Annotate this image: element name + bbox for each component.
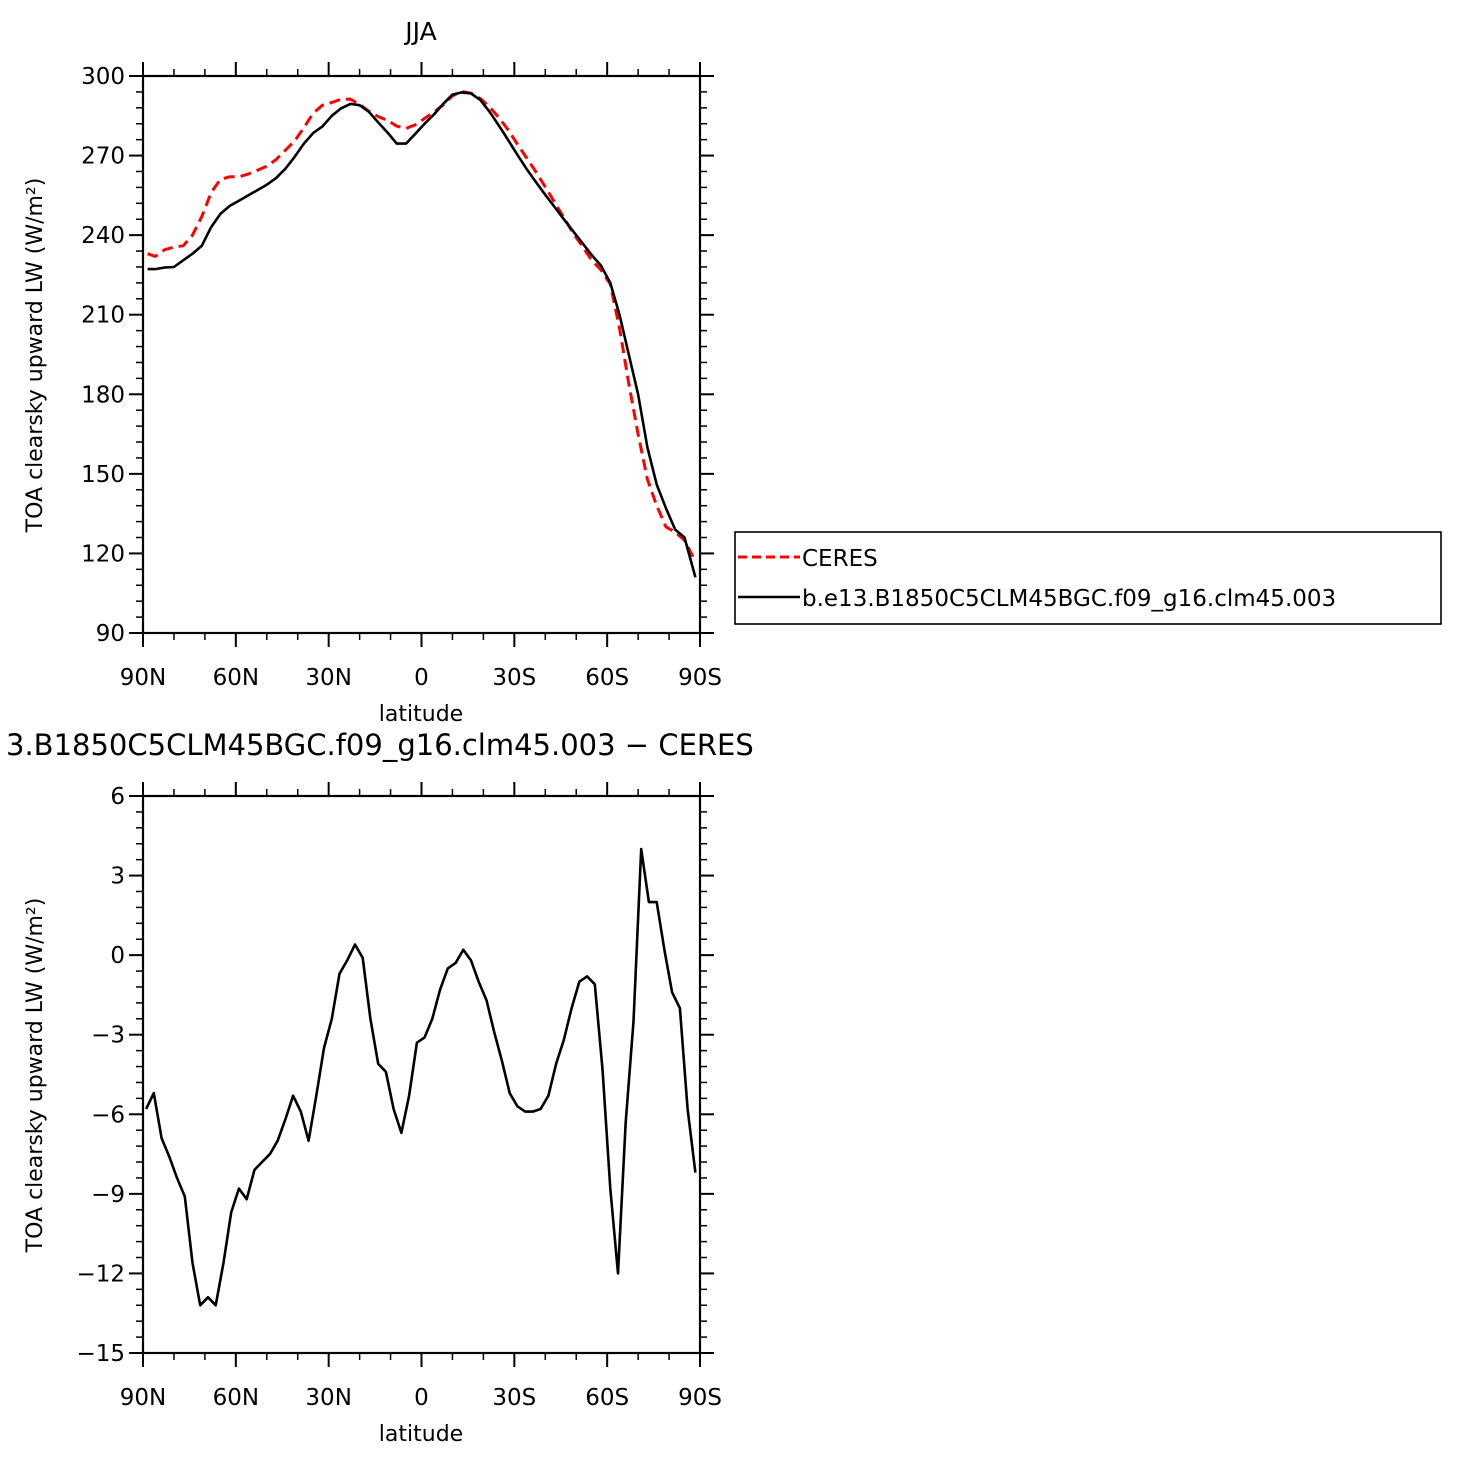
top-panel: JJA 90 120 150 180 210 240 270 300 90N 60N 30N 0 30… [23, 17, 722, 727]
x-tick-label: 90S [678, 1385, 722, 1411]
x-tick-label: 60N [213, 1385, 259, 1411]
top-plot-area [129, 62, 714, 647]
y-tick-label: −6 [91, 1102, 125, 1128]
y-tick-label: 300 [81, 64, 125, 90]
legend-label-model: b.e13.B1850C5CLM45BGC.f09_g16.clm45.003 [802, 586, 1336, 612]
y-tick-label: 90 [96, 621, 125, 647]
x-tick-label: 90N [120, 1385, 166, 1411]
legend-box [734, 531, 1442, 625]
x-tick-label: 30S [492, 665, 536, 691]
top-x-tick-labels: 90N 60N 30N 0 30S 60S 90S [120, 665, 722, 691]
bottom-panel-title: 3.B1850C5CLM45BGC.f09_g16.clm45.003 − CE… [6, 728, 754, 762]
y-tick-label: 120 [81, 541, 125, 567]
top-tick-marks [129, 62, 714, 647]
bottom-series-group [144, 847, 697, 1307]
bottom-tick-marks [129, 782, 714, 1367]
x-tick-label: 30N [305, 665, 351, 691]
x-tick-label: 30N [305, 1385, 351, 1411]
bottom-x-tick-labels: 90N 60N 30N 0 30S 60S 90S [120, 1385, 722, 1411]
bottom-y-axis-label: TOA clearsky upward LW (W/m²) [23, 898, 48, 1254]
x-tick-label: 60S [585, 665, 629, 691]
y-tick-label: 0 [110, 943, 125, 969]
y-tick-label: 3 [110, 864, 125, 890]
y-tick-label: 150 [81, 462, 125, 488]
top-panel-title: JJA [403, 17, 436, 46]
y-tick-label: −12 [76, 1261, 125, 1287]
x-tick-label: 60N [213, 665, 259, 691]
x-tick-label: 0 [414, 1385, 429, 1411]
top-x-axis-label: latitude [379, 702, 463, 727]
legend: CERES b.e13.B1850C5CLM45BGC.f09_g16.clm4… [734, 531, 1442, 625]
top-series-group [147, 89, 697, 578]
top-plot-frame [141, 74, 702, 635]
y-tick-label: 210 [81, 303, 125, 329]
top-series-line-1 [147, 91, 697, 578]
y-tick-label: −15 [76, 1341, 125, 1367]
bottom-y-tick-labels: −15 −12 −9 −6 −3 0 3 6 [76, 784, 125, 1367]
x-tick-label: 90S [678, 665, 722, 691]
bottom-plot-area [129, 782, 714, 1367]
bottom-panel: 3.B1850C5CLM45BGC.f09_g16.clm45.003 − CE… [6, 728, 754, 1447]
y-tick-label: 6 [110, 784, 125, 810]
y-tick-label: 180 [81, 382, 125, 408]
bottom-x-axis-label: latitude [379, 1422, 463, 1447]
top-series-line-0 [147, 89, 697, 563]
x-tick-label: 0 [414, 665, 429, 691]
x-tick-label: 60S [585, 1385, 629, 1411]
legend-label-ceres: CERES [802, 546, 878, 572]
y-tick-label: −9 [91, 1182, 125, 1208]
bottom-series-line-0 [144, 847, 697, 1307]
y-tick-label: 240 [81, 223, 125, 249]
x-tick-label: 30S [492, 1385, 536, 1411]
top-y-tick-labels: 90 120 150 180 210 240 270 300 [81, 64, 125, 647]
x-tick-label: 90N [120, 665, 166, 691]
y-tick-label: 270 [81, 144, 125, 170]
y-tick-label: −3 [91, 1023, 125, 1049]
top-y-axis-label: TOA clearsky upward LW (W/m²) [23, 178, 48, 534]
